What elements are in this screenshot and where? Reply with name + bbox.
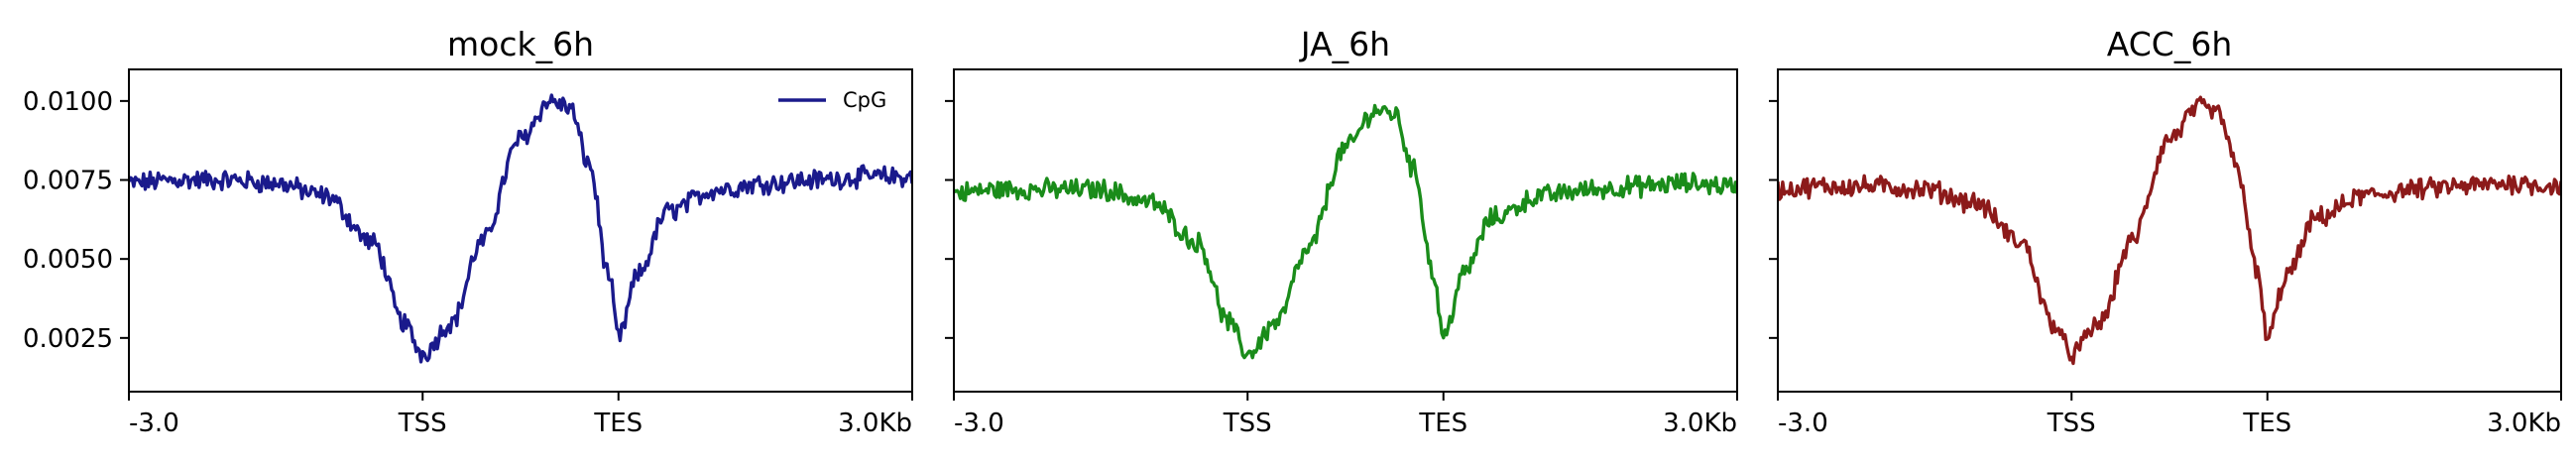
chart-panel-3: ACC_6h -3.0 TSS TES 3.0Kb <box>1769 25 2562 438</box>
series-line-profile <box>1778 95 2561 366</box>
plot-frame <box>128 68 913 393</box>
y-tick-label: 0.0100 <box>23 87 113 117</box>
x-tick-label: TSS <box>398 409 447 438</box>
y-tick-label: 0.0025 <box>23 324 113 354</box>
panel-title: ACC_6h <box>2107 25 2233 63</box>
chart-panel-1: mock_6h 0.0025 0.0050 0.0075 0.0100 -3.0 TSS TE… <box>23 25 913 438</box>
panel-title: mock_6h <box>447 25 594 63</box>
x-tick-label: 3.0Kb <box>838 409 912 438</box>
series-line-cpg <box>129 93 912 364</box>
x-tick-label: TES <box>593 409 643 438</box>
y-tick-label: 0.0050 <box>23 245 113 275</box>
plot-frame <box>1777 68 2562 393</box>
panel-title: JA_6h <box>1299 25 1390 63</box>
legend-label: CpG <box>843 88 886 112</box>
plot-frame <box>953 68 1738 393</box>
x-tick-label: 3.0Kb <box>2487 409 2561 438</box>
series-line-profile <box>954 103 1737 360</box>
x-tick-label: -3.0 <box>954 409 1004 438</box>
y-tick-label: 0.0075 <box>23 167 113 196</box>
x-tick-label: -3.0 <box>129 409 179 438</box>
x-tick-label: TES <box>1418 409 1467 438</box>
x-tick-label: TSS <box>1223 409 1272 438</box>
chart-panel-2: JA_6h -3.0 TSS TES 3.0Kb <box>945 25 1738 438</box>
x-tick-label: TES <box>2242 409 2291 438</box>
x-tick-label: TSS <box>2047 409 2096 438</box>
x-tick-label: 3.0Kb <box>1663 409 1737 438</box>
x-tick-label: -3.0 <box>1778 409 1828 438</box>
